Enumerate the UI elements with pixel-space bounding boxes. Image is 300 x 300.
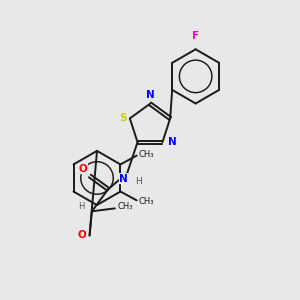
Text: O: O xyxy=(77,230,86,241)
Text: N: N xyxy=(168,137,176,147)
Text: N: N xyxy=(119,174,128,184)
Text: H: H xyxy=(78,202,85,211)
Text: H: H xyxy=(136,177,142,186)
Text: S: S xyxy=(119,113,126,123)
Text: F: F xyxy=(192,31,199,41)
Text: CH₃: CH₃ xyxy=(138,150,154,159)
Text: N: N xyxy=(146,90,154,100)
Text: CH₃: CH₃ xyxy=(138,197,154,206)
Text: O: O xyxy=(79,164,88,174)
Text: CH₃: CH₃ xyxy=(117,202,133,211)
